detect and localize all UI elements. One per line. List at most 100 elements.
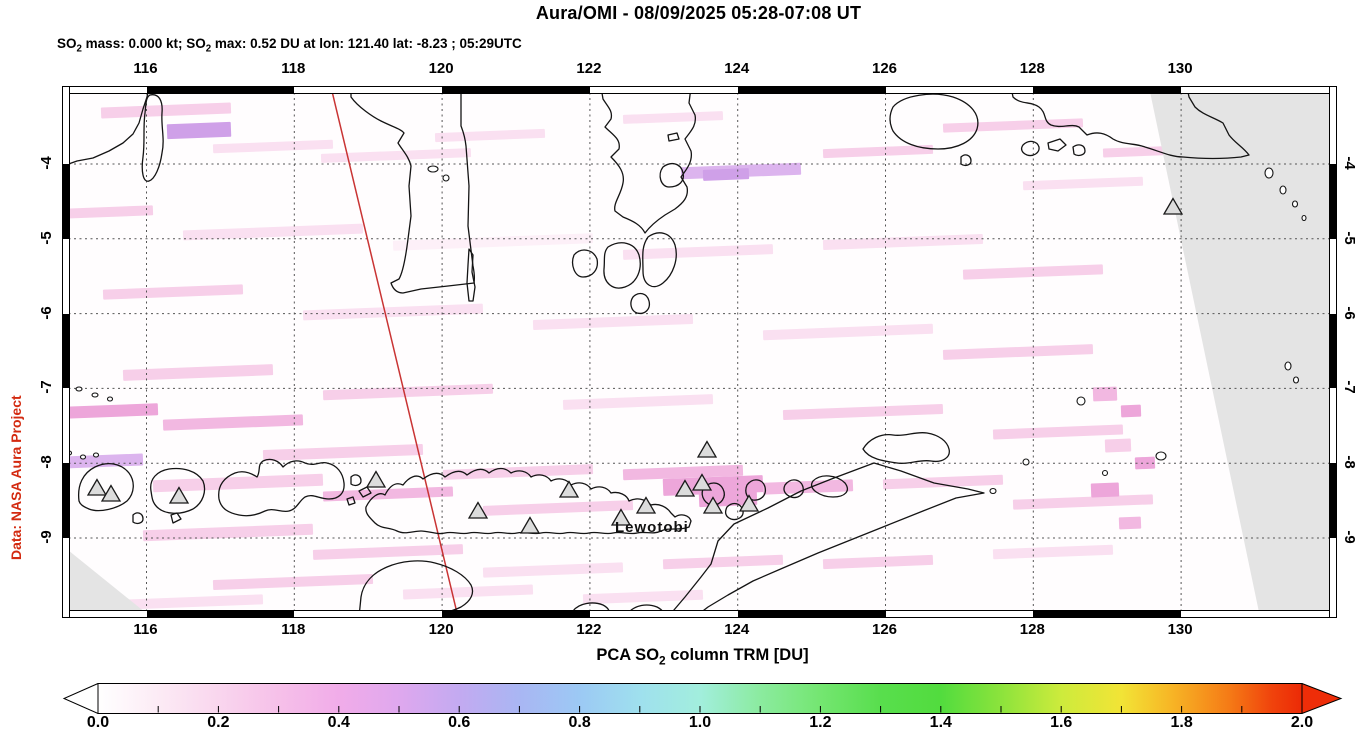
- coast-selayar: [466, 248, 476, 302]
- axis-tick-label: 122: [576, 621, 602, 638]
- axis-tick-label: -5: [1341, 231, 1358, 245]
- small-islet: [1301, 214, 1307, 222]
- frame-black-segment: [1033, 611, 1182, 617]
- coast-komodo: [358, 486, 372, 498]
- colorbar-tick-label: 0.4: [327, 714, 350, 731]
- coast-penida: [132, 512, 144, 525]
- map-overlay-svg: [63, 87, 1336, 617]
- coast-ambon-1: [1020, 140, 1040, 157]
- volcano-triangle-icon: [519, 516, 541, 534]
- small-islet: [1264, 167, 1274, 179]
- map-frame-band-right: [1329, 87, 1336, 617]
- coast-ambon-3: [1072, 144, 1086, 157]
- axis-tick-label: -8: [1341, 455, 1358, 469]
- coast-wetar: [862, 431, 950, 465]
- volcano-triangle-icon: [365, 470, 387, 488]
- coast-kabaena: [571, 249, 599, 278]
- axis-tick-label: 116: [133, 621, 158, 638]
- coast-ambon-2: [1047, 138, 1067, 152]
- coast-laut-island: [141, 94, 164, 182]
- colorbar-tick-label: 1.8: [1170, 714, 1193, 731]
- small-islet: [79, 454, 87, 460]
- frame-black-segment: [63, 164, 69, 239]
- colorbar-tick-label: 0.8: [568, 714, 591, 731]
- volcano-label: Lewotobi: [615, 519, 689, 536]
- colorbar-right-arrow: [1301, 682, 1343, 715]
- orbit-edge-line: [330, 87, 459, 617]
- axis-tick-label: 128: [1019, 621, 1045, 638]
- volcano-triangle-icon: [691, 473, 713, 491]
- axis-tick-label: 130: [1167, 621, 1193, 638]
- coast-islet-n: [667, 132, 680, 142]
- coast-flores: [365, 467, 692, 535]
- coast-buru: [889, 93, 979, 150]
- small-islet: [91, 392, 99, 398]
- axis-tick-label: -4: [38, 156, 55, 170]
- map-frame-band-left: [63, 87, 70, 617]
- coast-bali: [77, 462, 134, 512]
- colorbar-tick-label: 2.0: [1290, 714, 1314, 731]
- axis-tick-label: -9: [38, 530, 55, 544]
- frame-black-segment: [1330, 463, 1336, 538]
- axis-tick-label: 116: [133, 60, 158, 77]
- coast-sumbawa: [218, 458, 345, 517]
- frame-black-segment: [146, 87, 295, 93]
- no-data-regions: [63, 87, 1336, 617]
- volcano-triangle-icon: [696, 440, 718, 458]
- axis-tick-label: -8: [38, 455, 55, 469]
- map-frame: Lewotobi: [62, 86, 1337, 618]
- colorbar-left-arrow: [62, 682, 99, 715]
- colorbar-tick-label: 0.0: [86, 714, 110, 731]
- coast-solor: [724, 502, 744, 521]
- data-credit-vertical-text: Data: NASA Aura Project: [8, 395, 24, 560]
- small-islet: [442, 174, 450, 182]
- volcano-triangle-icon: [467, 501, 489, 519]
- coast-buton: [642, 232, 677, 288]
- plot-title: Aura/OMI - 08/09/2025 05:28-07:08 UT: [535, 3, 862, 23]
- volcano-triangle-icon: [558, 480, 580, 498]
- small-islet: [75, 386, 83, 392]
- colorbar-tick-label: 0.6: [448, 714, 471, 731]
- volcano-triangle-icon: [738, 494, 760, 512]
- axis-tick-label: 120: [428, 621, 454, 638]
- volcano-triangle-icon: [610, 508, 632, 526]
- coast-lombok: [150, 467, 206, 514]
- coast-islet-se: [630, 292, 651, 315]
- axis-tick-label: 130: [1167, 60, 1193, 77]
- coast-borneo: [63, 87, 150, 167]
- colorbar-tick-label: 1.0: [688, 714, 712, 731]
- axis-tick-label: 124: [724, 621, 750, 638]
- frame-black-segment: [1330, 164, 1336, 239]
- frame-black-segment: [737, 87, 886, 93]
- colorbar-tick-label: 1.2: [809, 714, 832, 731]
- small-islet: [1101, 469, 1109, 477]
- volcano-markers: [86, 197, 1184, 534]
- volcano-triangle-icon: [168, 486, 190, 504]
- axis-tick-label: 118: [281, 60, 306, 77]
- volcano-triangle-icon: [635, 496, 657, 514]
- frame-black-segment: [146, 611, 295, 617]
- coast-buru-islet: [960, 154, 972, 167]
- no-data-region: [1149, 87, 1336, 617]
- grid-lines: [63, 87, 1336, 617]
- axis-tick-label: -7: [38, 380, 55, 395]
- axis-tick-label: 124: [724, 60, 750, 77]
- volcano-triangle-icon: [100, 484, 122, 502]
- axis-tick-label: 126: [871, 60, 898, 77]
- coast-moyo: [350, 474, 362, 487]
- map-frame-band-top: [63, 87, 1336, 94]
- frame-black-segment: [737, 611, 886, 617]
- small-islet: [1292, 376, 1300, 384]
- axis-tick-label: 128: [1019, 60, 1045, 77]
- text-run: PCA SO: [596, 646, 660, 664]
- axis-tick-label: 118: [281, 621, 306, 638]
- small-islet: [427, 165, 439, 173]
- small-islet: [1291, 200, 1299, 208]
- small-islet: [1284, 361, 1292, 371]
- colorbar-minor-ticks: [157, 706, 1243, 713]
- subscript: 2: [659, 653, 666, 668]
- coastlines: [63, 87, 1250, 617]
- colorbar-tick-label: 1.4: [929, 714, 952, 731]
- text-run: SO: [57, 36, 77, 51]
